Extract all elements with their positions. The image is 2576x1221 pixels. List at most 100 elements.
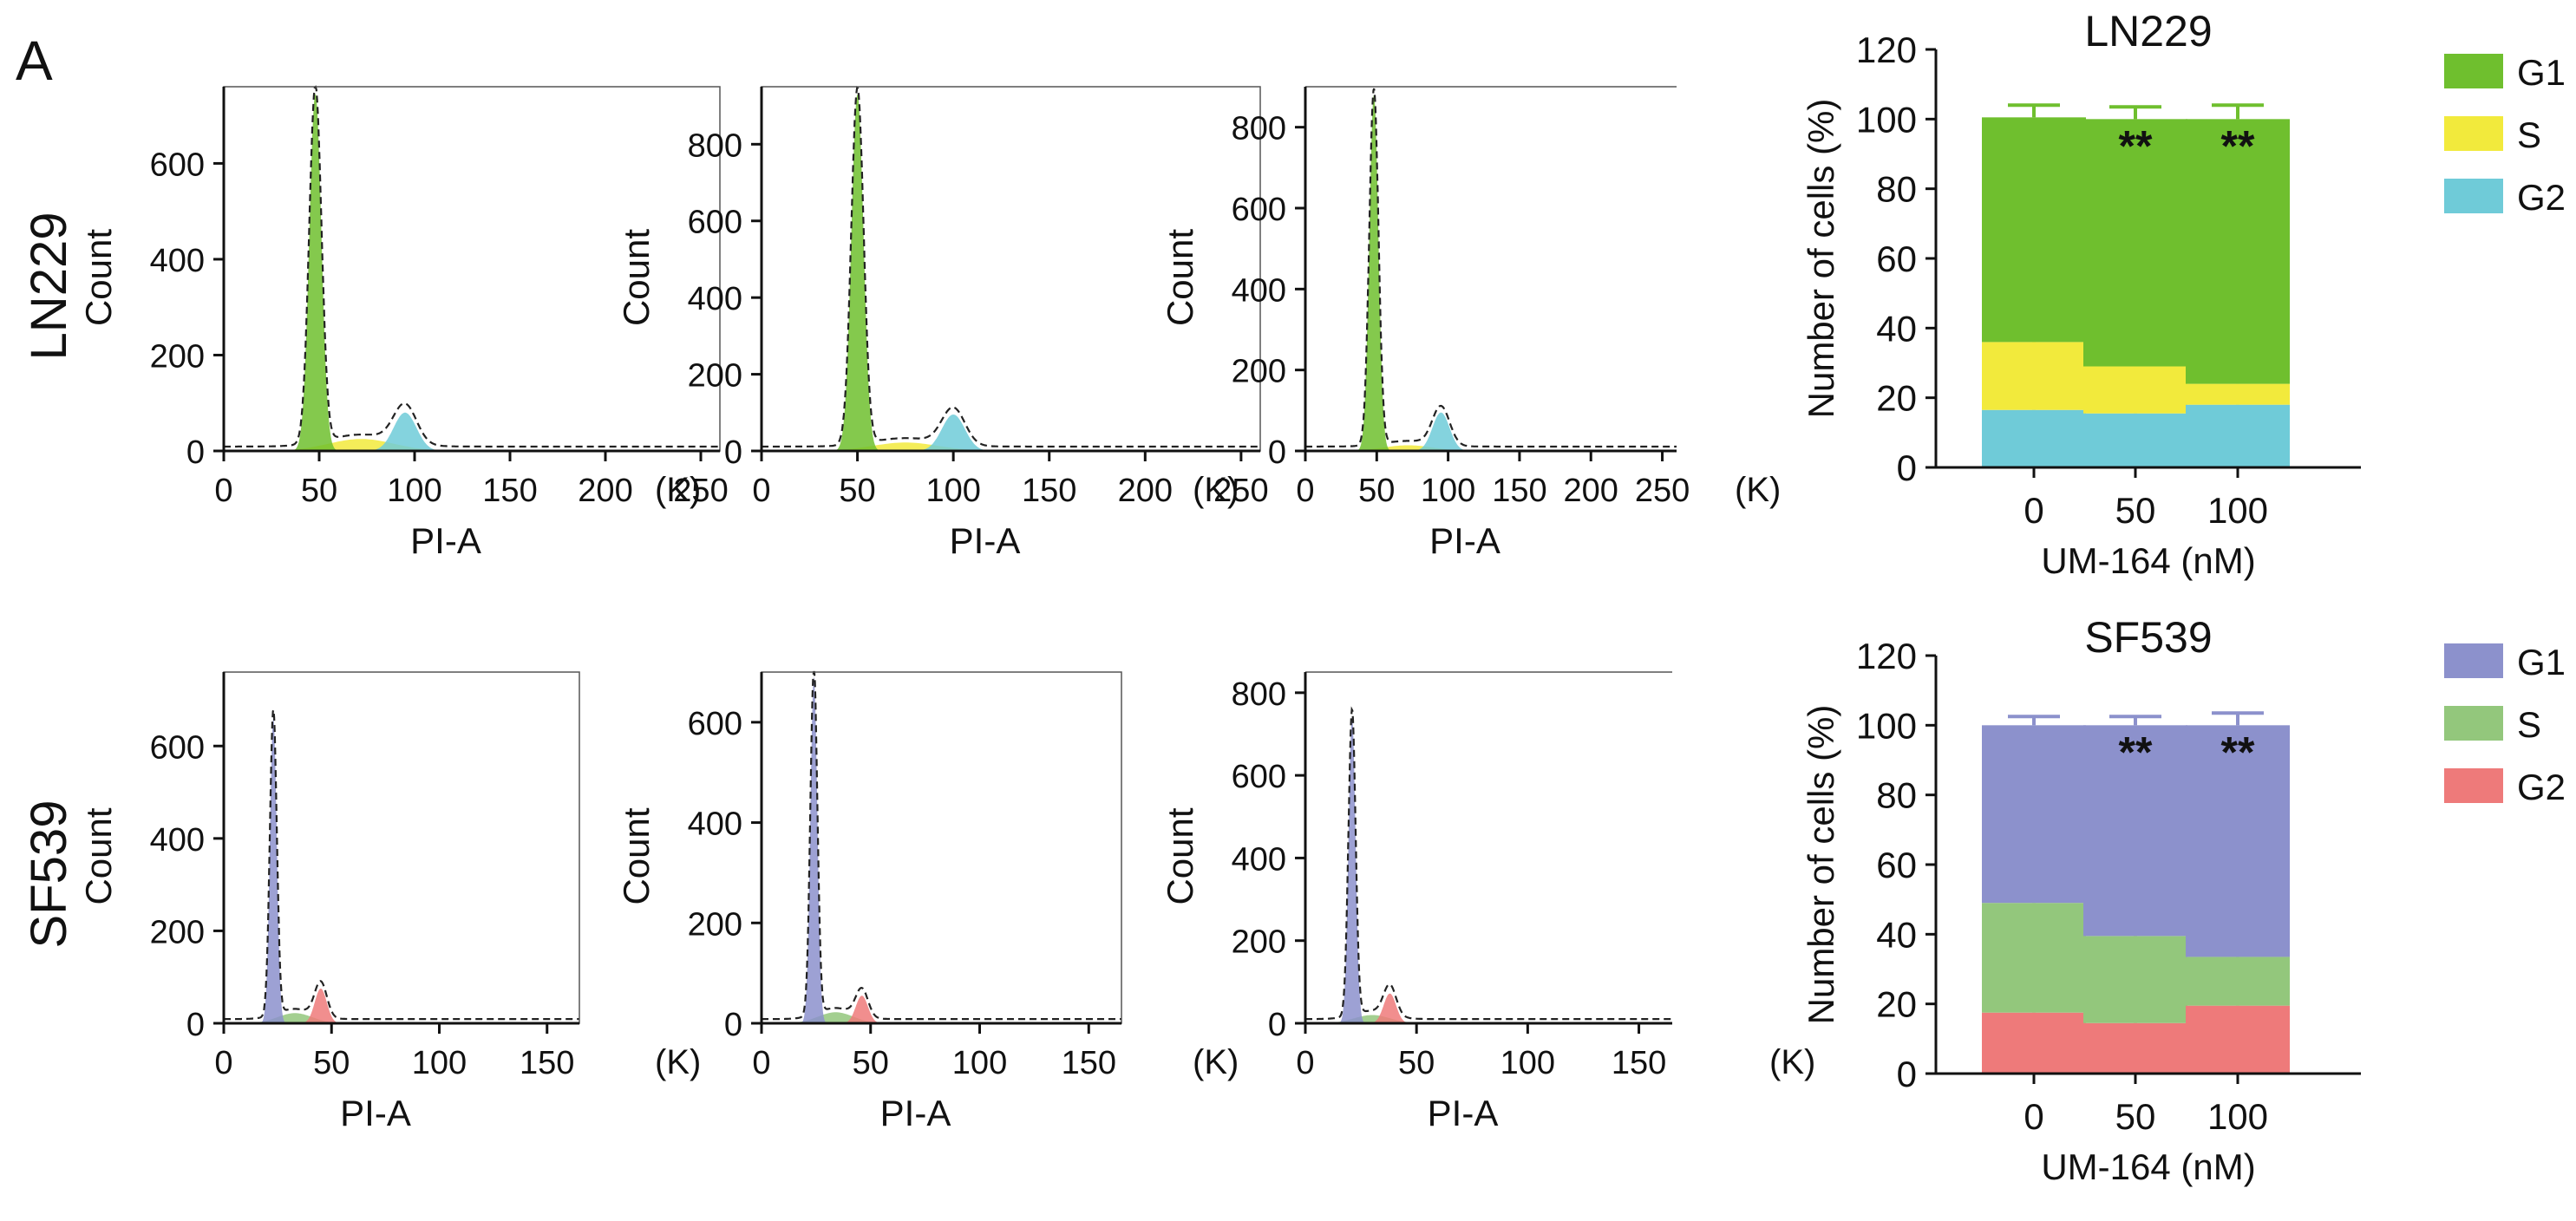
histogram-envelope: [762, 670, 1121, 1021]
legend-swatch-g1: [2444, 643, 2503, 678]
bar-g2-100: [2186, 1005, 2290, 1074]
y-tick-label: 400: [1232, 841, 1286, 878]
x-tick-label: 50: [301, 473, 337, 509]
x-axis-label: PI-A: [410, 520, 481, 561]
x-tick-label: 100: [952, 1045, 1007, 1081]
stacked-bar-chart-1: 0 50 ** 100 ** 0 20 40 60 80 100 120 LN229 UM-164 (nM…: [1801, 7, 2566, 581]
y-tick-label: 0: [1268, 434, 1286, 471]
peak-s: [775, 442, 1036, 451]
significance-marker: **: [2221, 122, 2255, 171]
x-axis-label: PI-A: [950, 520, 1021, 561]
y-axis-label: Count: [616, 807, 657, 904]
legend-swatch-g1: [2444, 54, 2503, 88]
x-tick-label: 50: [1358, 473, 1395, 509]
histogram-envelope: [224, 709, 579, 1021]
peak-g2: [359, 412, 451, 451]
peak-s: [231, 439, 491, 451]
x-tick-label: 150: [1022, 473, 1076, 509]
bar-s-50: [2083, 366, 2187, 414]
bar-g1-100: [2186, 119, 2290, 384]
x-tick-label: 50: [2115, 1096, 2156, 1137]
x-tick-label: 0: [752, 473, 770, 509]
y-axis-label: Number of cells (%): [1801, 99, 1841, 419]
peak-g2: [907, 415, 1000, 451]
x-tick-label: 250: [1635, 473, 1690, 509]
peak-g1: [291, 94, 340, 452]
bar-s-100: [2186, 383, 2290, 405]
row-label-ln229: LN229: [21, 212, 77, 361]
legend-label-g2: G2: [2517, 177, 2566, 218]
y-tick-label: 0: [186, 434, 205, 471]
x-tick-label: 0: [214, 473, 232, 509]
bar-g2-0: [1982, 1012, 2086, 1074]
y-tick-label: 400: [688, 806, 742, 843]
y-axis-label: Count: [1160, 807, 1200, 904]
x-tick-label: 200: [1118, 473, 1173, 509]
y-tick-label: 600: [688, 205, 742, 241]
y-tick-label: 400: [150, 243, 205, 279]
x-tick-label: 0: [1296, 1045, 1314, 1081]
x-tick-label: 100: [1500, 1045, 1555, 1081]
y-tick-label: 400: [1232, 272, 1286, 309]
peak-g1: [800, 676, 828, 1023]
significance-marker: **: [2119, 728, 2153, 777]
y-tick-label: 0: [186, 1007, 205, 1043]
y-axis-label: Count: [78, 807, 119, 904]
bar-g1-0: [1982, 725, 2086, 904]
y-tick-label: 600: [150, 147, 205, 183]
histogram-5: 0 200 400 600 0 50 100 150 (K) PI-A Count: [616, 670, 1239, 1133]
x-tick-label: 100: [387, 473, 441, 509]
peak-g2: [297, 989, 345, 1023]
y-tick-label: 20: [1876, 378, 1917, 419]
y-tick-label: 200: [688, 906, 742, 943]
x-tick-label: 200: [1564, 473, 1618, 509]
stacked-bar-chart-2: 0 50 ** 100 ** 0 20 40 60 80 100 120 SF539 UM-164 (nM…: [1801, 613, 2566, 1187]
y-tick-label: 600: [1232, 192, 1286, 228]
peak-g2: [1406, 412, 1475, 451]
histogram-6: 0 200 400 600 800 0 50 100 150 (K) PI-A Count: [1160, 671, 1815, 1133]
panel-label: A: [16, 29, 53, 92]
y-tick-label: 800: [1232, 676, 1286, 713]
x-axis-label: PI-A: [1428, 1093, 1499, 1133]
x-tick-label: 100: [1421, 473, 1475, 509]
legend-label-g2: G2: [2517, 767, 2566, 807]
peak-s: [1311, 445, 1506, 451]
y-tick-label: 0: [1897, 447, 1917, 488]
y-axis-label: Count: [616, 229, 657, 326]
y-tick-label: 400: [688, 281, 742, 317]
x-unit-label: (K): [1769, 1043, 1815, 1081]
y-tick-label: 20: [1876, 984, 1917, 1025]
x-unit-label: (K): [1193, 1043, 1239, 1081]
y-tick-label: 40: [1876, 914, 1917, 955]
y-tick-label: 60: [1876, 238, 1917, 279]
legend-swatch-g2: [2444, 179, 2503, 213]
x-tick-label: 250: [673, 473, 728, 509]
x-tick-label: 50: [1398, 1045, 1435, 1081]
x-tick-label: 50: [313, 1045, 350, 1081]
significance-marker: **: [2221, 728, 2255, 777]
peak-g1: [259, 718, 288, 1023]
y-tick-label: 80: [1876, 775, 1917, 816]
x-tick-label: 150: [482, 473, 537, 509]
x-axis-label: PI-A: [1429, 520, 1500, 561]
chart-title: SF539: [2084, 613, 2212, 662]
x-tick-label: 50: [839, 473, 875, 509]
y-tick-label: 40: [1876, 308, 1917, 349]
y-tick-label: 100: [1856, 705, 1917, 746]
x-unit-label: (K): [1735, 471, 1781, 509]
y-tick-label: 200: [150, 914, 205, 950]
legend-label-s: S: [2517, 114, 2541, 155]
x-axis-label: PI-A: [340, 1093, 411, 1133]
histogram-envelope: [762, 86, 1260, 448]
y-axis-label: Count: [1160, 229, 1200, 326]
y-tick-label: 600: [1232, 759, 1286, 795]
x-axis-label: PI-A: [880, 1093, 951, 1133]
peak-g1: [1355, 95, 1393, 452]
bar-s-0: [1982, 342, 2086, 410]
x-tick-label: 0: [214, 1045, 232, 1081]
histogram-envelope: [1305, 88, 1677, 448]
x-tick-label: 250: [1213, 473, 1268, 509]
